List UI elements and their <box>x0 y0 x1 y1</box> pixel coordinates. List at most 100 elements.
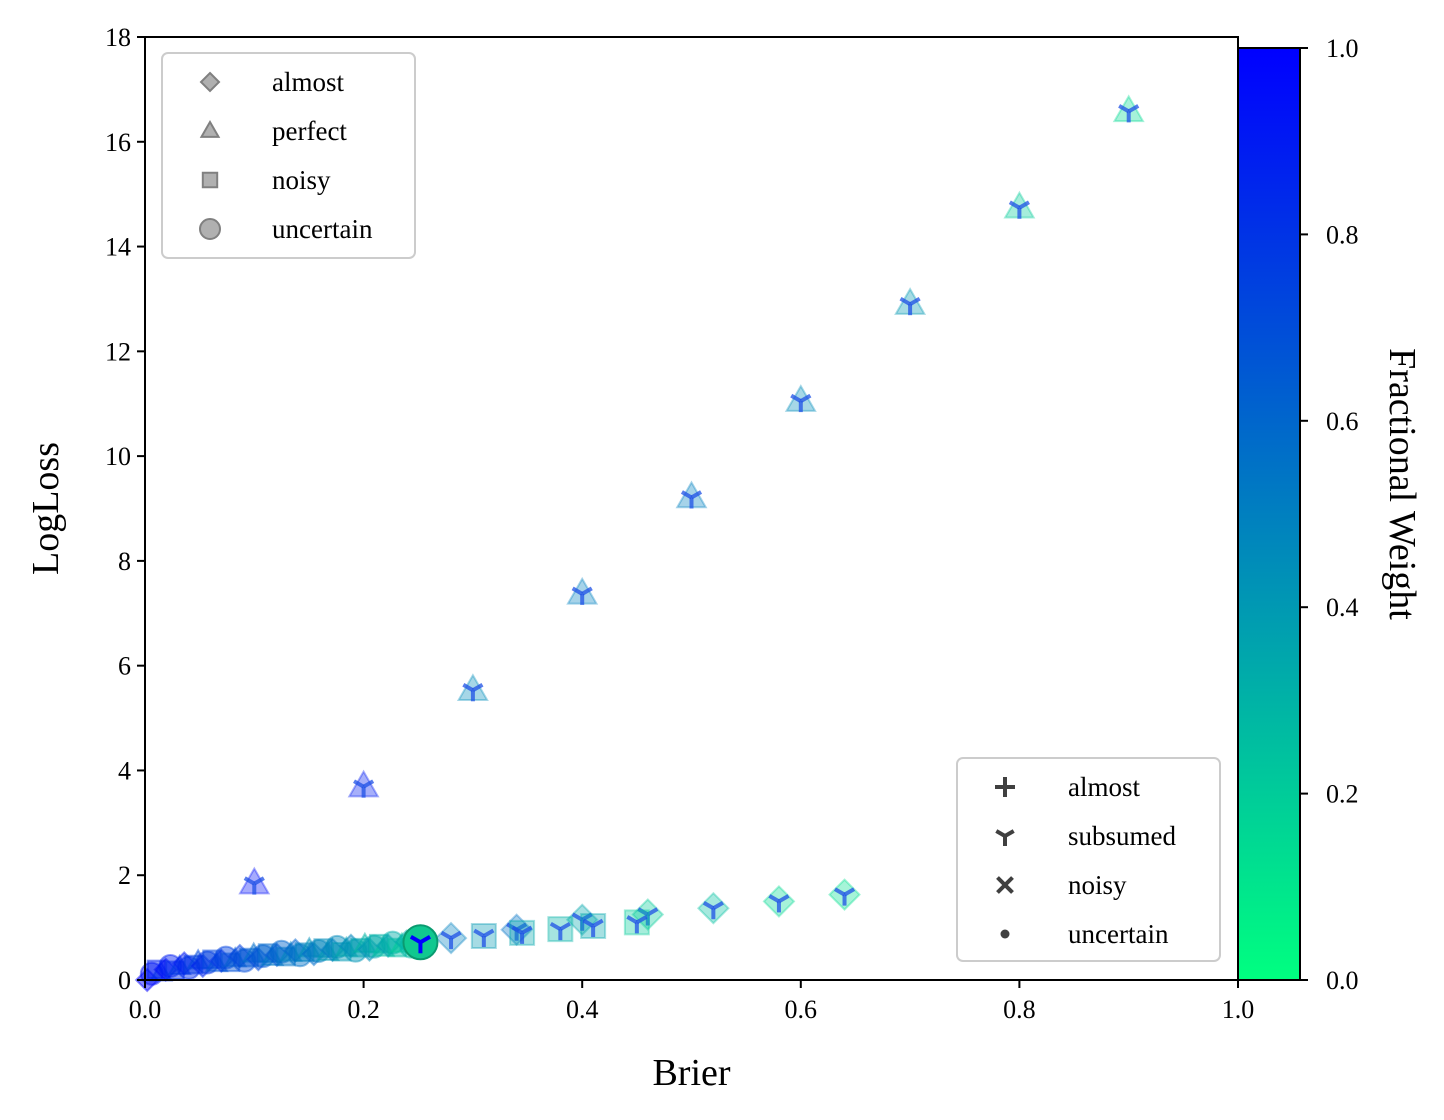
legend-markers: almost subsumed noisy uncertain <box>956 757 1221 962</box>
cluster-point <box>315 939 340 962</box>
cluster-point <box>227 943 253 969</box>
legend-marker-label: uncertain <box>1068 919 1169 949</box>
legend-shapes-box <box>161 52 416 259</box>
y-tick-label: 6 <box>118 652 131 681</box>
legend-shape-diamond-icon <box>199 71 221 93</box>
noisy-inner-marker <box>549 921 571 941</box>
y-axis-title: LogLoss <box>25 442 67 575</box>
perfect-inner-marker-arm-right <box>909 296 921 306</box>
perfect-inner-marker <box>571 586 593 605</box>
almost-inner-marker <box>440 930 462 950</box>
cluster-point <box>357 937 382 963</box>
cluster-point <box>276 946 296 967</box>
y-tick-label: 16 <box>105 128 131 157</box>
y-tick-label: 12 <box>105 337 131 366</box>
legend-marker-dot-icon <box>1000 929 1010 939</box>
low-value-cluster <box>134 927 433 993</box>
perfect-inner-marker-arm-right <box>799 393 812 403</box>
cluster-point <box>146 959 167 980</box>
legend-shape-label: noisy <box>272 165 331 195</box>
x-tick-label: 1.0 <box>1222 995 1255 1024</box>
cluster-point <box>352 931 378 953</box>
colorbar-gradient-bar <box>1237 47 1301 981</box>
perfect-inner-marker-arm-right <box>1018 200 1030 210</box>
cluster-point <box>195 950 220 975</box>
almost-inner-marker <box>768 894 790 913</box>
cluster-point <box>334 935 359 957</box>
perfect-inner-marker-arm-left <box>571 586 584 596</box>
almost-inner-marker-arm-right <box>450 930 462 940</box>
legend-marker-tri-down-icon <box>995 829 1015 846</box>
perfect-inner-marker <box>790 393 812 413</box>
almost-inner-marker-arm-left <box>702 900 715 910</box>
cluster-point <box>269 939 294 964</box>
cluster-point <box>294 942 315 963</box>
cluster-point <box>190 953 216 979</box>
data-marks <box>238 94 1145 961</box>
legend-shape-label: almost <box>272 67 344 97</box>
cluster-point <box>260 944 285 966</box>
perfect-inner-marker-arm-left <box>790 393 802 403</box>
almost-inner-marker-arm-left <box>440 930 453 940</box>
almost-inner-marker <box>833 887 856 906</box>
perfect-inner-marker-arm-right <box>471 683 484 693</box>
cluster-point <box>313 938 333 958</box>
perfect-inner-marker-arm-right <box>362 779 375 789</box>
cluster-point <box>368 933 389 954</box>
uncertain-inner-marker-arm-left <box>409 935 422 945</box>
cluster-point <box>387 937 408 958</box>
cluster-point <box>375 933 401 959</box>
noisy-inner-marker-arm-left <box>549 921 562 931</box>
noisy-inner-marker <box>582 918 604 938</box>
noisy-inner-marker <box>511 925 533 944</box>
x-axis-title: Brier <box>652 1052 730 1094</box>
almost-inner-marker-arm-right <box>581 912 593 922</box>
legend-marker-tri-down-icon-arm-left <box>995 829 1006 838</box>
legend-shape-circle-icon <box>199 218 221 240</box>
colorbar: 0.0 0.2 0.4 0.6 0.8 1.0 <box>1237 34 1359 995</box>
perfect-inner-marker <box>680 490 703 509</box>
y-tick-label: 8 <box>118 547 131 576</box>
legend-marker-label: noisy <box>1068 870 1127 900</box>
x-tick-label: 0.8 <box>1003 995 1036 1024</box>
cluster-point <box>331 941 352 962</box>
perfect-inner-marker-arm-right <box>690 490 703 500</box>
cluster-point <box>350 937 371 958</box>
almost-inner-marker <box>571 912 593 931</box>
cluster-point <box>257 943 278 963</box>
legend-shapes: almost perfect noisy uncertain <box>161 52 416 259</box>
almost-inner-marker-arm-right <box>777 894 790 904</box>
cluster-point <box>320 937 345 963</box>
y-tick-label: 18 <box>105 23 131 52</box>
legend-marker-plus-icon <box>995 777 1015 797</box>
y-tick-label: 4 <box>118 756 131 785</box>
cluster-point <box>264 942 290 968</box>
uncertain-inner-marker-arm-right <box>419 935 432 945</box>
cluster-point <box>183 954 204 975</box>
legend-shape-label: uncertain <box>272 214 373 244</box>
uncertain-inner-marker <box>409 935 432 954</box>
perfect-inner-marker-arm-left <box>1118 104 1130 114</box>
cluster-point <box>278 940 303 962</box>
legend-marker-x-icon-stroke-b <box>996 876 1014 894</box>
cluster-point <box>176 955 201 980</box>
noisy-inner-marker-arm-right <box>559 921 571 931</box>
perfect-inner-marker <box>1118 104 1140 123</box>
cluster-point <box>250 944 275 969</box>
perfect-inner-marker <box>243 876 265 895</box>
noisy-inner-marker-arm-left <box>511 925 524 935</box>
perfect-inner-marker-arm-left <box>462 683 474 693</box>
cluster-point <box>204 950 229 973</box>
cluster-point <box>338 933 364 959</box>
y-tick-label: 14 <box>105 233 131 262</box>
noisy-inner-marker-arm-right <box>635 915 648 925</box>
noisy-inner-marker-arm-right <box>482 928 495 938</box>
almost-inner-marker-arm-left <box>571 912 584 922</box>
y-tick-label: 2 <box>118 861 131 890</box>
noisy-inner-marker <box>473 928 495 947</box>
noisy-inner-marker-arm-left <box>582 918 595 928</box>
noisy-inner-marker-arm-right <box>592 918 604 928</box>
colorbar-tick-label: 0.4 <box>1326 593 1359 622</box>
cluster-point <box>167 953 192 975</box>
legend-shape-triangle-icon <box>199 119 221 138</box>
